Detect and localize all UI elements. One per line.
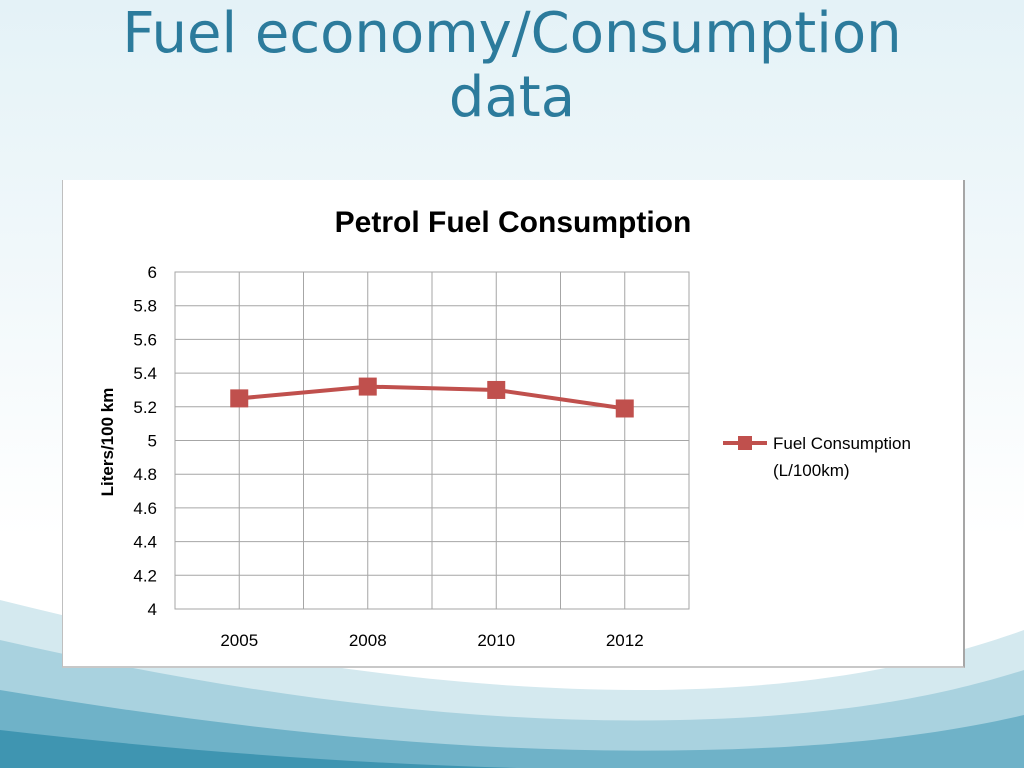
y-tick-label: 5.6 [133,330,157,349]
x-tick-label: 2005 [220,631,258,650]
y-tick-label: 4.8 [133,465,157,484]
legend-marker [738,436,752,450]
x-tick-label: 2008 [349,631,387,650]
y-tick-label: 4.2 [133,566,157,585]
x-tick-label: 2012 [606,631,644,650]
y-tick-label: 4.4 [133,533,157,552]
data-point-2012 [615,399,634,418]
line-chart: Petrol Fuel Consumption 6 5.8 5.6 5.4 5.2 5 4.… [98,206,911,650]
y-tick-label: 6 [148,263,157,282]
slide-title-line2: data [448,65,576,130]
chart-panel: Petrol Fuel Consumption 6 5.8 5.6 5.4 5.2 5 4.… [62,180,965,668]
chart-title: Petrol Fuel Consumption [335,206,692,239]
series-line [239,384,626,411]
x-tick-label: 2010 [477,631,515,650]
y-tick-label: 5.4 [133,364,157,383]
y-tick-label: 4.6 [133,499,157,518]
y-tick-label: 5 [148,432,157,451]
legend-label-line1: Fuel Consumption [773,434,911,453]
legend-label-line2: (L/100km) [773,461,850,480]
y-tick-label: 4 [148,600,157,619]
y-axis-label: Liters/100 km [98,388,117,497]
y-tick-label: 5.8 [133,297,157,316]
data-point-2010 [487,380,506,399]
slide-title: Fuel economy/Consumption data [40,2,984,130]
data-point-2005 [230,389,249,408]
slide-title-line1: Fuel economy/Consumption [122,1,902,66]
y-tick-label: 5.2 [133,398,157,417]
data-point-2008 [358,377,377,396]
legend: Fuel Consumption (L/100km) [723,434,911,480]
